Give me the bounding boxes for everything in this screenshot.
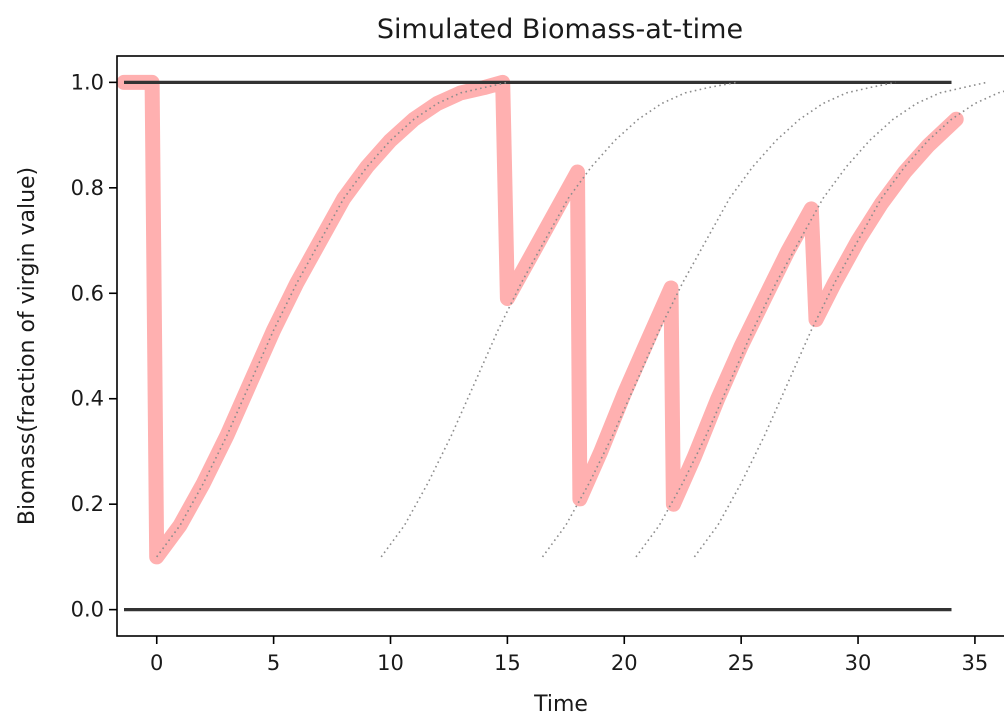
x-tick-label: 10 [377, 651, 404, 675]
y-tick-label: 0.0 [71, 598, 104, 622]
growth-curve-5 [541, 81, 896, 558]
x-tick-label: 20 [611, 651, 638, 675]
growth-curve-3 [156, 81, 508, 558]
plot-marks [117, 74, 1004, 612]
x-tick-label: 30 [845, 651, 872, 675]
y-tick-label: 1.0 [71, 70, 104, 94]
x-tick-label: 0 [150, 651, 163, 675]
x-tick-label: 5 [267, 651, 280, 675]
biomass-series-0 [117, 74, 964, 565]
growth-curve-4 [380, 81, 737, 558]
y-tick-label: 0.8 [71, 176, 104, 200]
axes-frame [116, 55, 1004, 637]
x-axis-label: Time [533, 692, 588, 717]
x-tick-label: 35 [962, 651, 989, 675]
y-axis-ticks: 0.0 0.2 0.4 0.6 0.8 1.0 [71, 70, 117, 622]
chart-title: Simulated Biomass-at-time [377, 14, 743, 45]
x-tick-label: 25 [728, 651, 755, 675]
growth-curve-7 [693, 90, 1004, 558]
y-tick-label: 0.4 [71, 387, 104, 411]
x-axis-ticks: 0 5 10 15 20 25 30 35 [150, 636, 988, 675]
x-tick-label: 15 [494, 651, 521, 675]
growth-curve-6 [635, 81, 987, 558]
y-axis-label: Biomass(fraction of virgin value) [15, 167, 40, 525]
y-tick-label: 0.6 [71, 281, 104, 305]
y-tick-label: 0.2 [71, 492, 104, 516]
